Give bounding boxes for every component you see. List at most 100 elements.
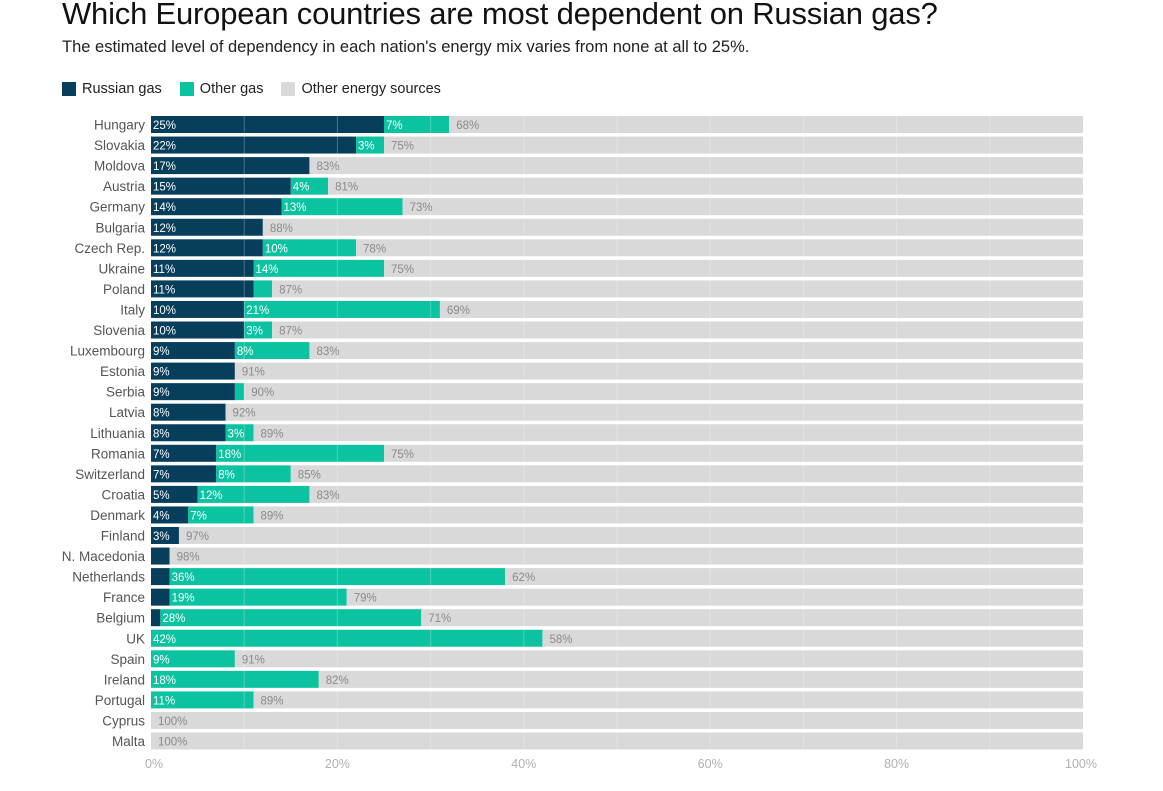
bar-segment-other-gas [253, 280, 273, 298]
bar-segment-other-gas [244, 321, 273, 339]
data-label-russian-gas: 11% [153, 284, 175, 296]
x-tick-label: 100% [1065, 757, 1097, 771]
bar-segment-other-sources [151, 732, 1083, 750]
bar-segment-other-sources [309, 342, 1083, 360]
bar-segment-russian-gas [151, 609, 161, 627]
bar-segment-russian-gas [151, 218, 263, 236]
data-label-russian-gas: 3% [153, 531, 170, 543]
bar-segment-other-gas [216, 465, 291, 483]
data-label-other-sources: 75% [391, 141, 414, 153]
data-label-other-gas: 11% [153, 695, 175, 707]
data-label-russian-gas: 11% [153, 264, 175, 276]
country-label: Ukraine [98, 261, 145, 276]
data-label-other-sources: 100% [158, 737, 187, 749]
data-label-other-gas: 3% [246, 326, 263, 338]
x-tick-label: 0% [145, 757, 163, 771]
country-label: UK [126, 631, 145, 646]
data-label-other-gas: 14% [256, 264, 279, 276]
data-label-russian-gas: 7% [153, 469, 170, 481]
chart-title: Which European countries are most depend… [62, 0, 938, 31]
data-label-other-gas: 7% [386, 120, 403, 132]
bar-segment-other-gas [169, 568, 506, 586]
data-label-russian-gas: 17% [153, 161, 176, 173]
data-label-other-sources: 85% [298, 469, 321, 481]
bar-segment-other-sources [309, 485, 1083, 503]
data-label-other-sources: 68% [456, 120, 479, 132]
bar-segment-russian-gas [151, 198, 282, 216]
bar-segment-other-gas [244, 300, 440, 318]
country-label: Latvia [109, 405, 146, 420]
data-label-other-sources: 89% [261, 428, 284, 440]
legend-label-other-sources: Other energy sources [301, 81, 441, 97]
bar-segment-russian-gas [151, 342, 235, 360]
country-label: Belgium [96, 611, 145, 626]
country-label: Ireland [104, 672, 145, 687]
country-label: Romania [91, 446, 146, 461]
data-label-other-sources: 89% [261, 510, 284, 522]
bar-segment-russian-gas [151, 157, 310, 175]
data-label-other-sources: 71% [428, 613, 451, 625]
data-label-other-sources: 79% [354, 593, 377, 605]
data-label-other-sources: 87% [279, 284, 302, 296]
data-label-other-sources: 98% [177, 552, 200, 564]
bar-segment-other-gas [253, 259, 384, 277]
bar-segment-other-sources [439, 300, 1083, 318]
bar-segment-other-gas [234, 383, 245, 401]
country-label: Portugal [95, 693, 145, 708]
data-label-other-sources: 91% [242, 654, 265, 666]
bar-segment-other-sources [309, 157, 1083, 175]
data-label-other-sources: 83% [316, 346, 339, 358]
data-label-other-sources: 83% [316, 161, 339, 173]
data-label-russian-gas: 25% [153, 120, 176, 132]
bar-segment-russian-gas [151, 321, 245, 339]
data-label-russian-gas: 5% [153, 490, 170, 502]
data-label-russian-gas: 8% [153, 428, 170, 440]
bar-segment-other-gas [197, 485, 310, 503]
data-label-other-gas: 3% [228, 428, 245, 440]
data-label-russian-gas: 10% [153, 326, 176, 338]
bar-segment-russian-gas [151, 116, 384, 133]
country-label: Estonia [100, 364, 146, 379]
country-label: Finland [101, 529, 145, 544]
bar-segment-other-sources [505, 568, 1083, 586]
country-label: Malta [112, 734, 146, 749]
bar-segment-other-gas [151, 691, 254, 709]
data-label-other-gas: 18% [218, 449, 241, 461]
bars-group [151, 116, 1084, 750]
bar-segment-other-sources [318, 670, 1083, 688]
data-label-russian-gas: 9% [153, 387, 170, 399]
bar-segment-other-gas [188, 506, 254, 524]
bar-segment-other-sources [234, 362, 1083, 380]
data-label-other-sources: 88% [270, 223, 293, 235]
bar-segment-russian-gas [151, 527, 179, 544]
bar-segment-russian-gas [151, 259, 254, 277]
x-tick-label: 80% [884, 757, 909, 771]
country-label: Netherlands [72, 570, 145, 585]
bar-segment-other-sources [449, 116, 1083, 133]
bar-segment-other-sources [384, 444, 1083, 462]
data-label-other-gas: 4% [293, 182, 310, 194]
data-label-other-sources: 58% [549, 634, 572, 646]
legend-swatch-other-sources [281, 82, 296, 96]
bar-segment-russian-gas [151, 588, 170, 606]
data-label-other-gas: 9% [153, 654, 170, 666]
bar-segment-russian-gas [151, 465, 217, 483]
country-label: Serbia [106, 385, 146, 400]
bar-segment-other-gas [151, 629, 543, 647]
country-label: Bulgaria [95, 220, 145, 235]
data-label-other-sources: 90% [251, 387, 274, 399]
legend-item-russian-gas: Russian gas [62, 81, 162, 97]
data-label-other-sources: 97% [186, 531, 209, 543]
bar-segment-other-sources [234, 650, 1083, 668]
bar-segment-russian-gas [151, 506, 189, 524]
data-label-other-gas: 10% [265, 243, 288, 255]
legend-swatch-other-gas [179, 82, 194, 96]
country-label: Hungary [94, 118, 145, 133]
data-label-other-gas: 19% [172, 593, 195, 605]
country-label: Slovenia [93, 323, 145, 338]
bar-segment-russian-gas [151, 136, 357, 154]
bar-segment-other-sources [384, 259, 1083, 277]
bar-segment-other-sources [356, 239, 1083, 257]
country-label: Denmark [90, 508, 145, 523]
data-label-other-sources: 81% [335, 182, 358, 194]
